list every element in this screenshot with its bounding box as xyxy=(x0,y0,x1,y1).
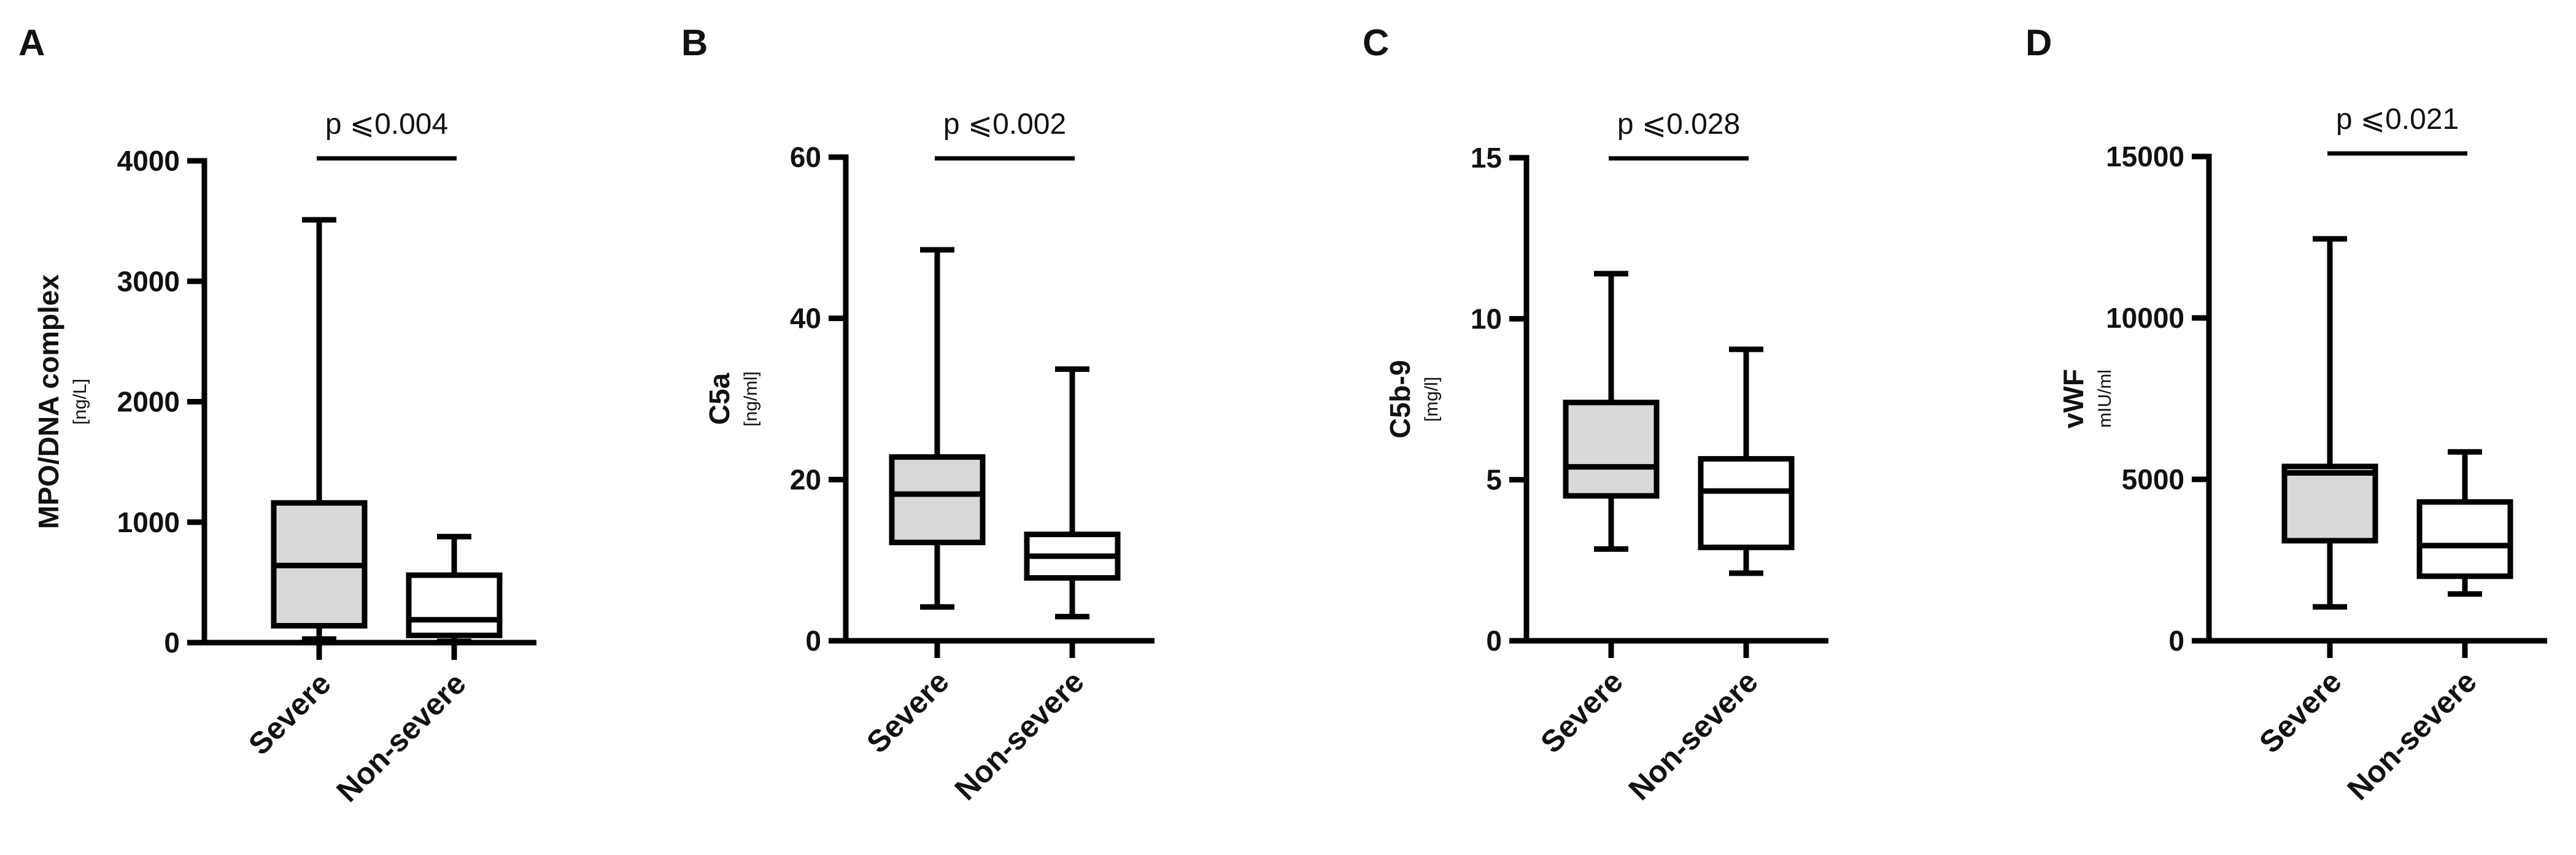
x-category-label: Non-severe xyxy=(2341,664,2483,807)
box-iqr xyxy=(2281,463,2378,544)
y-tick-label: 3000 xyxy=(117,265,180,297)
p-value-annotation: p ⩽0.021 xyxy=(2336,103,2459,136)
x-category-label: Non-severe xyxy=(948,664,1091,807)
y-tick-label: 0 xyxy=(805,625,821,657)
y-tick-label: 4000 xyxy=(117,145,180,177)
y-tick-label: 5000 xyxy=(2122,463,2184,495)
y-tick-label: 15 xyxy=(1471,142,1502,174)
box-severe: Severe xyxy=(242,217,368,762)
y-axis-label: MPO/DNA complex xyxy=(33,274,64,529)
box-iqr xyxy=(2416,499,2513,579)
panel-letter: C xyxy=(1363,22,1389,63)
y-tick-label: 2000 xyxy=(117,386,180,418)
x-category-label: Non-severe xyxy=(330,666,473,808)
y-axis-label: C5a xyxy=(703,373,735,425)
box-iqr xyxy=(1698,456,1795,551)
y-axis-unit: [mg/l] xyxy=(1421,377,1442,422)
y-axis-unit: [ng/ml] xyxy=(741,371,761,427)
panel-letter: B xyxy=(681,22,708,63)
p-value-annotation: p ⩽0.028 xyxy=(1617,108,1740,141)
box-severe: Severe xyxy=(1534,271,1660,760)
x-category-label: Severe xyxy=(860,664,956,760)
y-tick-label: 0 xyxy=(2168,625,2184,657)
box-iqr xyxy=(889,454,986,546)
y-tick-label: 10 xyxy=(1471,303,1502,335)
p-value-annotation: p ⩽0.004 xyxy=(325,108,448,141)
y-tick-label: 10000 xyxy=(2106,302,2184,334)
panel-a: A 0 1000 2000 3000 4000 MPO/DNA complex [ng/L] S… xyxy=(18,22,536,808)
x-category-label: Severe xyxy=(2253,664,2348,760)
y-tick-label: 15000 xyxy=(2106,141,2184,172)
box-non-severe: Non-severe xyxy=(948,366,1121,807)
y-tick-label: 20 xyxy=(790,463,821,495)
y-axis-label: C5b-9 xyxy=(1384,360,1416,439)
y-axis-label: vWF xyxy=(2057,369,2089,428)
y-tick-label: 5 xyxy=(1486,464,1502,496)
y-tick-label: 1000 xyxy=(117,506,180,538)
x-category-label: Severe xyxy=(242,666,338,762)
y-axis-unit: [ng/L] xyxy=(70,379,90,425)
x-category-label: Severe xyxy=(1534,664,1630,760)
box-severe: Severe xyxy=(860,247,986,760)
box-severe: Severe xyxy=(2253,236,2378,760)
y-tick-label: 0 xyxy=(164,627,180,659)
y-tick-label: 0 xyxy=(1486,625,1502,657)
box-iqr xyxy=(1563,400,1660,499)
p-value-annotation: p ⩽0.002 xyxy=(943,108,1066,141)
y-tick-label: 40 xyxy=(790,303,821,335)
y-axis-unit: mIU/ml xyxy=(2095,369,2115,428)
panel-d: D 0 5000 10000 15000 vWF mIU/ml SevereNon-sever… xyxy=(2025,22,2547,807)
x-category-label: Non-severe xyxy=(1622,664,1765,807)
panel-letter: D xyxy=(2025,22,2052,63)
box-iqr xyxy=(406,572,503,638)
y-tick-label: 60 xyxy=(790,141,821,173)
panel-letter: A xyxy=(18,22,45,63)
